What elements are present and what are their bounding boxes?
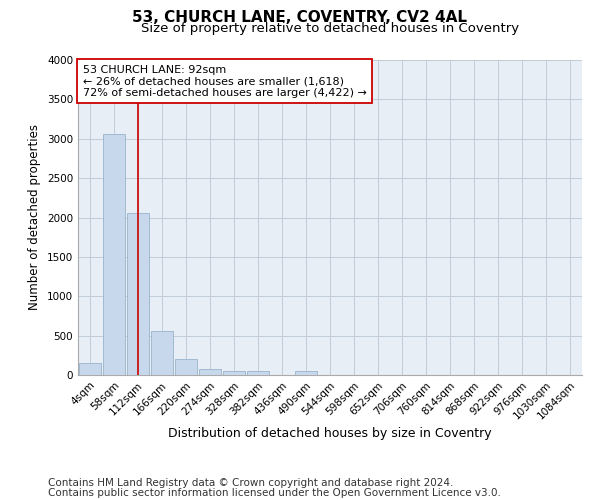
Title: Size of property relative to detached houses in Coventry: Size of property relative to detached ho…	[141, 22, 519, 35]
Bar	[175, 359, 197, 375]
Bar	[127, 213, 149, 375]
Bar	[295, 371, 317, 375]
Text: Contains public sector information licensed under the Open Government Licence v3: Contains public sector information licen…	[48, 488, 501, 498]
Y-axis label: Number of detached properties: Number of detached properties	[28, 124, 41, 310]
X-axis label: Distribution of detached houses by size in Coventry: Distribution of detached houses by size …	[168, 427, 492, 440]
Text: 53, CHURCH LANE, COVENTRY, CV2 4AL: 53, CHURCH LANE, COVENTRY, CV2 4AL	[133, 10, 467, 25]
Bar	[199, 369, 221, 375]
Text: Contains HM Land Registry data © Crown copyright and database right 2024.: Contains HM Land Registry data © Crown c…	[48, 478, 454, 488]
Bar	[247, 371, 269, 375]
Bar	[151, 331, 173, 375]
Bar	[79, 363, 101, 375]
Bar	[223, 371, 245, 375]
Text: 53 CHURCH LANE: 92sqm
← 26% of detached houses are smaller (1,618)
72% of semi-d: 53 CHURCH LANE: 92sqm ← 26% of detached …	[83, 64, 367, 98]
Bar	[103, 134, 125, 375]
